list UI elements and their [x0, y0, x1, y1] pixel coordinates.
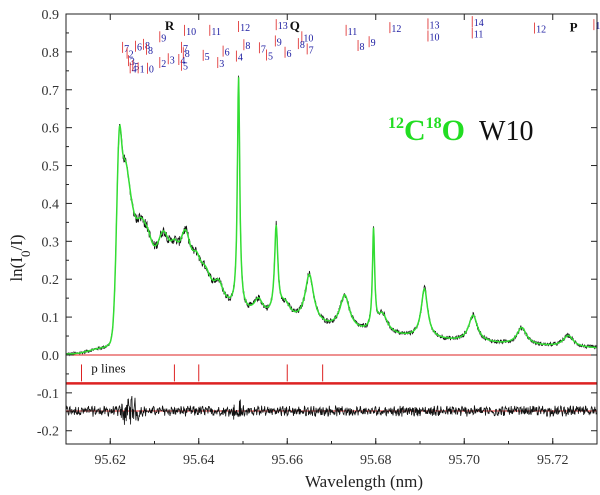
y-tick-label: 0.2	[42, 273, 60, 288]
assignment-label: 1	[140, 64, 145, 75]
title-mass-c: 12	[388, 115, 404, 132]
y-tick-label: 0.8	[42, 46, 60, 61]
assignment-label: 4	[180, 56, 185, 67]
assignment-label: 8	[245, 41, 250, 52]
assignment-label: 11	[348, 27, 358, 38]
assignment-label: 12	[536, 25, 546, 36]
assignment-label: 7	[183, 44, 188, 55]
assignment-label: 10	[429, 33, 439, 44]
branch-label-q: Q	[290, 18, 300, 33]
x-tick-label: 95.72	[537, 453, 569, 468]
assignment-label: 8	[360, 42, 365, 53]
y-axis-title-tail: /I)	[7, 234, 26, 250]
y-tick-label: 0.7	[42, 84, 60, 99]
assignment-label: 4	[132, 64, 137, 75]
assignment-label: 10	[303, 33, 313, 44]
assignment-label: 5	[183, 62, 188, 73]
y-axis-title-sub: 0	[18, 251, 33, 258]
assignment-label: 10	[186, 27, 196, 38]
assignment-label: 8	[185, 49, 190, 60]
y-axis-title-main: ln(I	[7, 257, 26, 282]
assignment-label: 4	[238, 53, 243, 64]
assignment-label: 6	[225, 48, 230, 59]
branch-label-p: P	[570, 19, 578, 34]
x-tick-label: 95.66	[272, 453, 304, 468]
assignment-label: 3	[219, 59, 224, 70]
y-tick-label: 0.9	[42, 8, 60, 23]
assignment-label: 13	[595, 21, 600, 32]
title-elem-c: C	[404, 114, 426, 147]
assignment-label: 9	[277, 37, 282, 48]
y-tick-label: -0.1	[37, 387, 59, 402]
assignment-label: 8	[148, 46, 153, 57]
assignment-label: 3	[130, 57, 135, 68]
assignment-label: 8	[300, 40, 305, 51]
y-tick-label: 0.1	[42, 311, 60, 326]
assignment-label: 2	[161, 59, 166, 70]
assignment-label: 14	[474, 18, 484, 29]
assignment-label: 2	[129, 50, 134, 61]
assignment-label: 13	[429, 20, 439, 31]
assignment-label: 9	[371, 38, 376, 49]
assignment-label: 6	[287, 49, 292, 60]
assignment-label: 5	[134, 62, 139, 73]
p-lines-label: p lines	[91, 360, 125, 375]
x-axis-title: Wavelength (nm)	[305, 472, 423, 491]
y-axis-title: ln(I0/I)	[7, 234, 33, 281]
residual-series	[65, 395, 598, 425]
assignment-label: 11	[211, 27, 221, 38]
assignment-label: 3	[170, 55, 175, 66]
title-band: W10	[479, 116, 533, 147]
branch-label-r: R	[165, 18, 175, 33]
assignment-label: 7	[124, 44, 129, 55]
y-tick-label: 0.6	[42, 122, 60, 137]
assignment-label: 7	[309, 45, 314, 56]
assignment-label: 12	[240, 23, 250, 34]
y-tick-label: -0.2	[37, 425, 59, 440]
chart-title: 12C18O W10	[388, 114, 533, 147]
x-tick-label: 95.68	[360, 453, 392, 468]
assignment-label: 6	[137, 43, 142, 54]
title-elem-o: O	[442, 114, 465, 147]
assignment-label: 7	[261, 44, 266, 55]
assignment-label: 11	[474, 29, 484, 40]
x-tick-label: 95.70	[449, 453, 481, 468]
y-tick-label: 0.5	[42, 160, 60, 175]
x-tick-label: 95.62	[95, 453, 127, 468]
title-mass-o: 18	[426, 115, 442, 132]
assignment-label: 12	[391, 24, 401, 35]
y-tick-label: 0.4	[42, 197, 60, 212]
assignment-label: 8	[145, 41, 150, 52]
assignment-label: 13	[278, 21, 288, 32]
y-tick-label: 0.3	[42, 235, 60, 250]
assignment-label: 0	[149, 65, 154, 76]
y-tick-label: 0.0	[42, 349, 60, 364]
assignment-label: 5	[268, 51, 273, 62]
x-tick-label: 95.64	[183, 453, 215, 468]
assignment-label: 5	[205, 52, 210, 63]
model-series	[66, 77, 597, 355]
assignment-label: 9	[161, 33, 166, 44]
